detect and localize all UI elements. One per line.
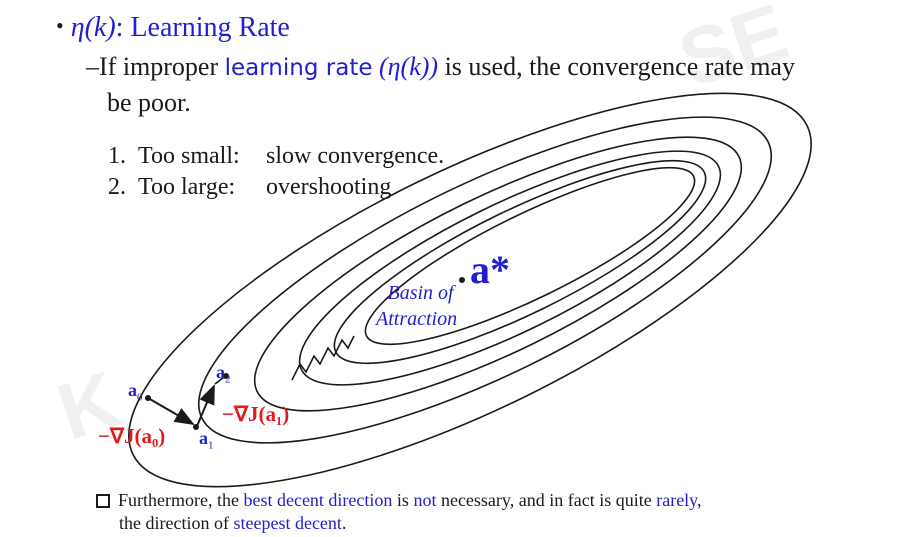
point-a0 <box>145 395 151 401</box>
label-a0-sub: 0 <box>137 391 143 404</box>
footer-line-2: the direction of steepest decent. <box>119 513 346 534</box>
label-a2-sub: 2 <box>225 373 231 386</box>
list-item-value: slow convergence. <box>266 143 444 170</box>
intro-after: is used, the convergence rate may <box>438 52 795 81</box>
intro-before: If improper <box>99 52 225 81</box>
intro-line-2: be poor. <box>107 88 191 118</box>
basin-label-line: Attraction <box>376 308 458 330</box>
list-item-label: Too small: <box>138 143 240 169</box>
footer-text: Furthermore, the <box>118 490 244 510</box>
step-arrow <box>147 397 195 426</box>
bullet-dot: • <box>56 13 64 38</box>
label-a1-sub: 1 <box>208 439 214 452</box>
label-a1-base: a <box>199 428 208 448</box>
descent-zigzag <box>291 335 355 381</box>
label-a2-base: a <box>216 362 225 382</box>
checkbox-bullet-icon <box>96 494 110 508</box>
gradient-a1-label: −∇J(a₁) <box>222 402 289 427</box>
gradient-a0-text: −∇J(a₀) <box>98 424 166 448</box>
label-a0: a0 <box>128 380 143 404</box>
basin-label-line: Basin of <box>387 282 454 304</box>
footer-text: the direction of <box>119 513 234 533</box>
footer-text: necessary, and in fact is quite <box>436 490 657 510</box>
list-item-number: 1. <box>108 143 126 169</box>
contour-ellipse <box>253 136 743 412</box>
contour-ellipse <box>333 159 707 365</box>
footer-text: , <box>697 490 702 510</box>
footer-highlight: steepest decent <box>233 513 342 533</box>
intro-line-2-text: be poor. <box>107 88 191 117</box>
list-item-value-text: overshooting <box>266 174 392 200</box>
list-item-value: overshooting <box>266 174 391 201</box>
gradient-a0-label: −∇J(a₀) <box>98 424 165 449</box>
learning-rate-term: learning rate <box>224 55 373 81</box>
heading-text: : Learning Rate <box>115 12 290 43</box>
optimum-point <box>459 277 465 283</box>
contour-ellipse <box>128 92 812 488</box>
label-a2: a2 <box>216 362 231 386</box>
footer-highlight: not <box>413 490 437 510</box>
list-item-number: 2. <box>108 174 126 200</box>
list-item: 1. Too small: <box>108 143 240 170</box>
contour-ellipse <box>298 150 722 386</box>
list-item-value-text: slow convergence. <box>266 143 445 169</box>
contour-ellipse <box>364 166 696 346</box>
footer-highlight: rarely <box>656 490 698 510</box>
footer-highlight: best decent direction <box>243 490 393 510</box>
list-item: 2. Too large: <box>108 174 235 201</box>
contour-ellipse <box>197 116 773 444</box>
section-heading: • η(k): Learning Rate <box>56 12 290 44</box>
step-arrow <box>196 384 215 427</box>
intro-line-1: –If improper learning rate (η(k)) is use… <box>86 52 795 82</box>
list-item-label: Too large: <box>138 174 236 200</box>
gradient-a1-text: −∇J(a₁) <box>222 402 290 426</box>
optimum-label: a* <box>470 246 510 293</box>
label-a1: a1 <box>199 428 214 452</box>
eta-symbol: η(k) <box>70 12 116 43</box>
point-a1 <box>193 424 199 430</box>
point-a2 <box>223 373 229 379</box>
intro-dash: – <box>86 52 99 81</box>
basin-label: Basin of Attraction <box>376 280 457 332</box>
label-a0-base: a <box>128 380 137 400</box>
optimum-label-text: a* <box>470 247 510 292</box>
footer-line-1: Furthermore, the best decent direction i… <box>96 490 702 511</box>
intro-paren: (η(k)) <box>379 52 439 81</box>
footer-text: is <box>392 490 414 510</box>
footer-text: . <box>341 513 347 533</box>
